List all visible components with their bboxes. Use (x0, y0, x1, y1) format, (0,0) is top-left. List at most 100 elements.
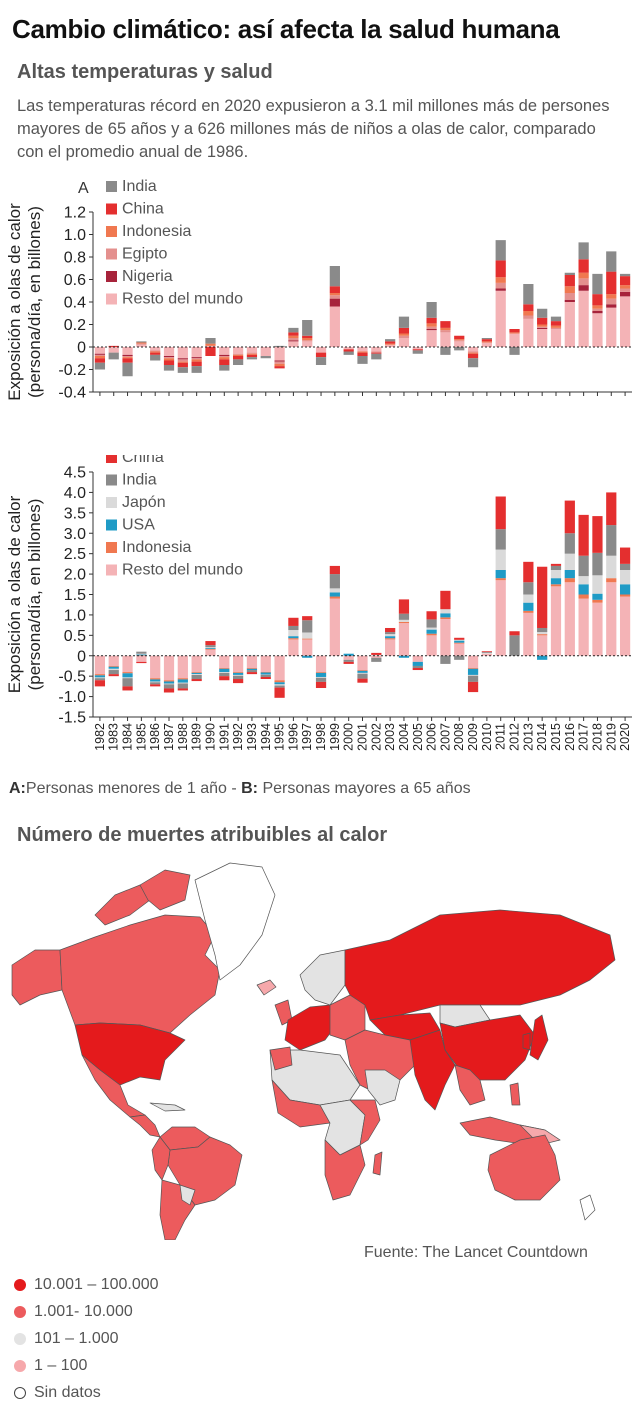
bar-segment (578, 555, 589, 577)
legend-label: USA (122, 517, 155, 534)
bar-segment (288, 625, 299, 631)
y-tick-label: -1.5 (58, 710, 86, 727)
bar-segment (564, 293, 575, 300)
bar-segment (592, 273, 603, 295)
bar-segment (122, 356, 133, 358)
bar-segment (122, 358, 133, 363)
bar-segment (260, 672, 271, 675)
bar-segment (371, 655, 382, 658)
bar-segment (94, 356, 106, 359)
bar-segment (454, 655, 465, 660)
bar-segment (94, 358, 106, 363)
bar-segment (205, 338, 216, 344)
map-region-iceland (256, 979, 277, 996)
legend-label: Japón (122, 494, 166, 511)
bar-segment (274, 347, 285, 361)
map-region-east-africa (349, 1099, 381, 1146)
y-tick-label: 3.5 (64, 505, 86, 522)
bar-segment (288, 639, 299, 656)
y-tick-label: 0 (77, 648, 86, 665)
bar-segment (550, 316, 562, 322)
x-tick-label: 1992 (231, 723, 245, 751)
x-tick-label: 2007 (438, 723, 452, 751)
x-tick-label: 2000 (342, 723, 356, 751)
bar-segment (440, 327, 451, 331)
bar-segment (385, 636, 396, 639)
bar-segment (619, 296, 631, 347)
bar-segment (619, 584, 631, 595)
bar-segment (329, 266, 340, 287)
x-tick-label: 1998 (314, 723, 328, 751)
bar-segment (302, 340, 313, 342)
bar-segment (288, 340, 299, 342)
bar-segment (578, 290, 589, 347)
y-tick-label: -0.5 (58, 669, 86, 686)
bar-segment (357, 670, 368, 671)
bar-segment (523, 318, 534, 347)
x-tick-label: 1996 (286, 723, 300, 751)
bar-segment (398, 613, 410, 620)
bar-segment (219, 359, 230, 365)
y-axis-label: (persona/día, en billones) (25, 206, 44, 398)
bar-segment (537, 317, 548, 325)
bar-segment (398, 599, 410, 614)
bar-segment (94, 678, 106, 681)
legend-swatch (106, 181, 117, 192)
legend-swatch (106, 248, 117, 260)
bar-segment (495, 578, 506, 581)
bar-segment (136, 341, 147, 343)
x-tick-label: 2019 (604, 723, 618, 751)
bar-segment (302, 639, 313, 656)
bar-segment (412, 668, 423, 671)
bar-segment (398, 655, 410, 658)
bar-segment (233, 655, 244, 673)
bar-segment (260, 674, 271, 677)
bar-segment (150, 347, 161, 351)
bar-segment (288, 327, 299, 333)
bar-segment (426, 633, 437, 636)
bar-segment (578, 272, 589, 279)
bar-segment (274, 687, 285, 698)
bar-segment (398, 621, 410, 624)
bar-segment (122, 672, 133, 674)
bar-segment (191, 672, 202, 673)
note-a-key: A: (9, 780, 26, 797)
bar-segment (136, 651, 147, 654)
bar-segment (592, 575, 603, 594)
bar-segment (523, 582, 534, 595)
map-legend-label: 1.001- 10.000 (34, 1302, 133, 1320)
bar-segment (177, 683, 188, 689)
bar-segment (481, 342, 492, 347)
bar-segment (233, 347, 244, 354)
x-tick-label: 1982 (93, 723, 107, 751)
bar-segment (509, 347, 520, 355)
bar-segment (385, 343, 396, 345)
bar-segment (177, 679, 188, 683)
bar-segment (177, 678, 188, 680)
bar-segment (219, 672, 230, 677)
bar-segment (495, 529, 506, 550)
y-tick-label: 3.0 (64, 526, 86, 543)
legend-label: Indonesia (122, 223, 191, 240)
bar-segment (260, 676, 271, 680)
y-tick-label: 0.6 (64, 272, 86, 289)
bar-segment (606, 307, 617, 347)
bar-segment (246, 655, 258, 668)
bar-segment (440, 332, 451, 347)
bar-segment (371, 351, 382, 353)
bar-segment (274, 680, 285, 683)
bar-segment (163, 684, 175, 689)
bar-segment (122, 673, 133, 678)
bar-segment (163, 347, 175, 356)
bar-segment (357, 678, 368, 683)
bar-segment (578, 594, 589, 599)
bar-segment (233, 674, 244, 676)
map-region-middle-east (344, 1029, 421, 1096)
bar-segment (302, 338, 313, 341)
bar-segment (219, 668, 230, 673)
map-region-arabia (364, 1069, 401, 1106)
note-b-text: Personas mayores a 65 años (262, 780, 471, 797)
bar-segment (329, 588, 340, 593)
bar-segment (150, 351, 161, 353)
bar-segment (94, 680, 106, 687)
